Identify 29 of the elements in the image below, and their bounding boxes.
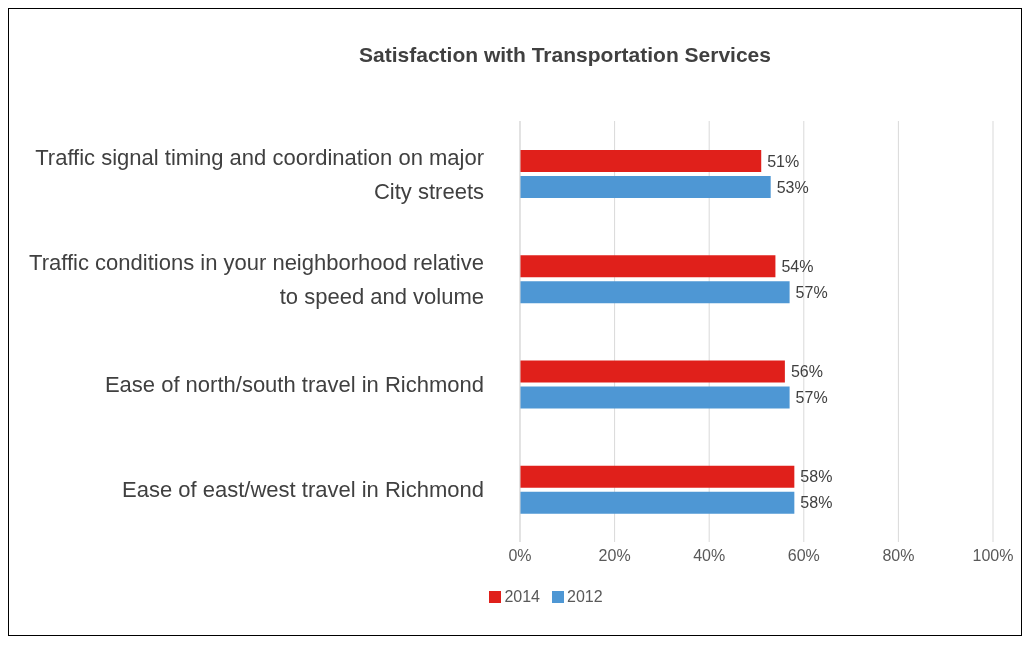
- legend-label: 2014: [503, 588, 540, 606]
- data-label: 58%: [800, 468, 833, 486]
- bar: [520, 491, 795, 514]
- bar: [520, 465, 795, 488]
- x-tick-label: 40%: [693, 547, 726, 565]
- x-tick-label: 0%: [508, 547, 532, 565]
- bar: [520, 150, 762, 172]
- y-tick-label: Traffic conditions in your neighborhood relative to speed and volume: [29, 249, 484, 309]
- x-tick-label: 100%: [972, 547, 1014, 565]
- chart-title: Satisfaction with Transportation Services: [358, 42, 772, 68]
- y-tick-label: Ease of east/west travel in Richmond: [122, 476, 484, 502]
- bar: [520, 255, 776, 278]
- data-label: 56%: [790, 363, 823, 380]
- bar: [520, 281, 790, 304]
- data-label: 53%: [776, 178, 809, 196]
- data-label: 51%: [767, 152, 800, 170]
- bar: [520, 360, 785, 383]
- data-label: 57%: [795, 283, 828, 301]
- y-tick-label: Traffic signal timing and coordination on major City streets: [35, 144, 484, 204]
- x-tick-label: 80%: [882, 547, 915, 565]
- legend-label: 2012: [566, 588, 603, 606]
- y-tick-label: Ease of north/south travel in Richmond: [104, 371, 484, 397]
- data-label: 57%: [795, 389, 828, 406]
- bar: [520, 176, 771, 198]
- data-label: 54%: [781, 257, 814, 275]
- x-tick-label: 20%: [598, 547, 631, 565]
- x-tick-label: 60%: [787, 547, 820, 565]
- bar: [520, 386, 790, 409]
- data-label: 58%: [800, 494, 833, 512]
